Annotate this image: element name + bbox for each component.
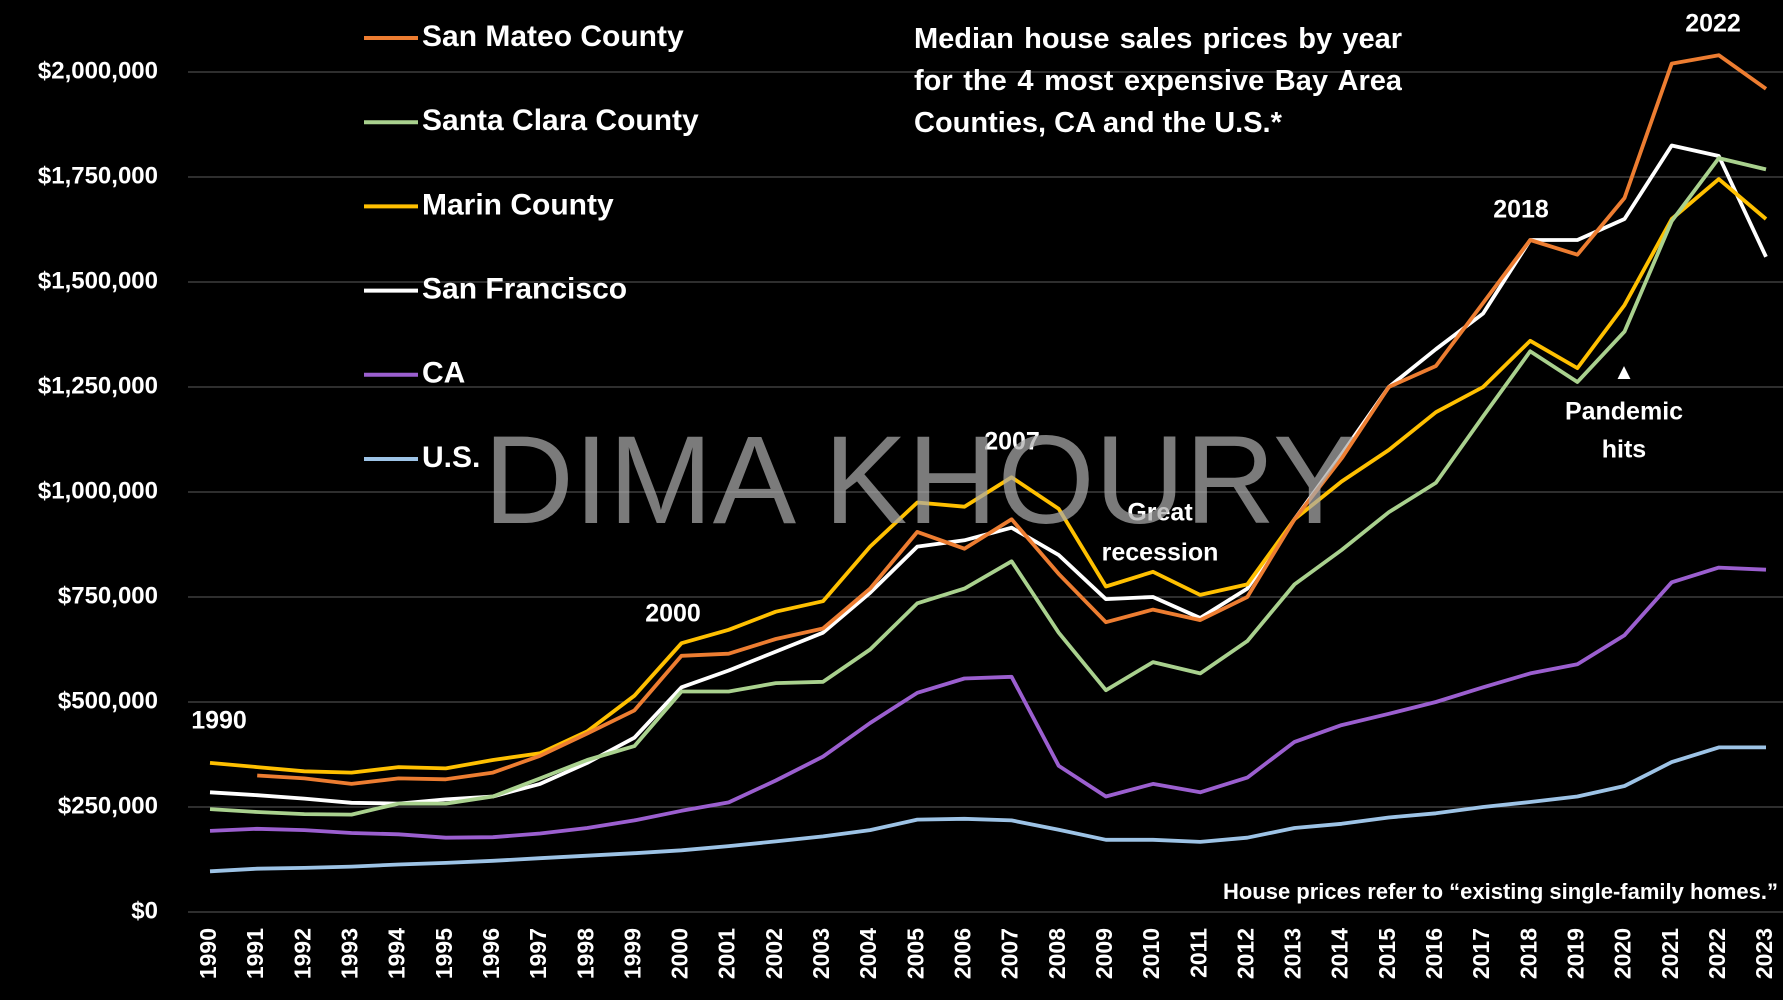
- series-line: [209, 156, 1767, 817]
- x-tick-label: 1990: [195, 928, 221, 979]
- labels: $0 $250,000 $500,000 $750,000 $1,000,000 $1,2…: [38, 10, 1777, 980]
- y-tick-label: $250,000: [58, 792, 158, 819]
- x-tick-label: 2006: [950, 928, 976, 979]
- legend-label: Santa Clara County: [422, 104, 699, 137]
- chart-title: Median house sales prices by year for th…: [914, 23, 1402, 139]
- x-tick-label: 2011: [1185, 928, 1211, 978]
- x-tick-label: 2017: [1468, 928, 1494, 979]
- x-tick-label: 2022: [1704, 928, 1730, 979]
- watermark: DIMA KHOURY: [484, 411, 1357, 550]
- annotation: 2022: [1685, 10, 1741, 38]
- x-tick-label: 2018: [1515, 928, 1541, 979]
- annotation: hits: [1602, 436, 1646, 464]
- x-tick-label: 1995: [431, 928, 457, 979]
- y-tick-label: $1,000,000: [38, 477, 158, 504]
- x-tick-label: 2015: [1374, 928, 1400, 979]
- y-tick-label: $500,000: [58, 687, 158, 714]
- y-tick-label: $750,000: [58, 582, 158, 609]
- annotation: 2018: [1493, 196, 1549, 224]
- legend-label: San Mateo County: [422, 20, 684, 53]
- annotation: ▲: [1613, 359, 1635, 384]
- x-tick-label: 2023: [1751, 928, 1777, 979]
- x-tick-label: 1998: [572, 928, 598, 979]
- x-tick-label: 2010: [1138, 928, 1164, 979]
- x-tick-label: 2020: [1610, 928, 1636, 979]
- y-tick-label: $2,000,000: [38, 57, 158, 84]
- annotation: recession: [1102, 539, 1219, 567]
- x-tick-label: 1996: [478, 928, 504, 979]
- x-tick-label: 2013: [1280, 928, 1306, 979]
- series-line: [257, 53, 1768, 786]
- title-box: Median house sales prices by year for th…: [914, 23, 1402, 139]
- y-tick-label: $0: [131, 897, 158, 924]
- legend-label: U.S.: [422, 441, 480, 474]
- annotation: Great: [1127, 499, 1193, 527]
- x-tick-label: 2014: [1327, 928, 1353, 979]
- series-line: [209, 565, 1767, 840]
- x-tick-label: 1997: [525, 928, 551, 979]
- x-tick-label: 2012: [1232, 928, 1258, 979]
- x-tick-label: 2005: [902, 928, 928, 979]
- footnote: House prices refer to “existing single-f…: [1223, 879, 1778, 904]
- x-tick-label: 2009: [1091, 928, 1117, 979]
- x-tick-label: 1992: [289, 928, 315, 979]
- annotation: 2000: [645, 600, 701, 628]
- x-tick-label: 1999: [619, 928, 645, 979]
- series-line: [209, 177, 1768, 775]
- annotation: Pandemic: [1565, 398, 1683, 426]
- grid: [188, 71, 1783, 913]
- series-line: [209, 745, 1766, 874]
- y-tick-label: $1,500,000: [38, 267, 158, 294]
- x-tick-label: 2007: [997, 928, 1023, 979]
- x-tick-label: 2004: [855, 928, 881, 979]
- x-tick-label: 2019: [1562, 928, 1588, 979]
- y-tick-label: $1,250,000: [38, 372, 158, 399]
- x-tick-label: 2008: [1044, 928, 1070, 979]
- legend-label: Marin County: [422, 188, 614, 221]
- plot-lines: [209, 53, 1768, 874]
- x-tick-label: 2000: [667, 928, 693, 979]
- x-tick-label: 2021: [1657, 928, 1683, 979]
- y-tick-label: $1,750,000: [38, 162, 158, 189]
- x-tick-label: 2003: [808, 928, 834, 979]
- x-tick-label: 1993: [337, 928, 363, 979]
- x-tick-label: 1991: [242, 928, 268, 979]
- x-tick-label: 2001: [714, 928, 740, 979]
- x-tick-label: 2016: [1421, 928, 1447, 979]
- annotation: 2007: [984, 428, 1040, 456]
- x-tick-label: 2002: [761, 928, 787, 979]
- legend-label: CA: [422, 357, 465, 390]
- x-tick-label: 1994: [384, 928, 410, 979]
- legend-label: San Francisco: [422, 273, 627, 306]
- annotation: 1990: [191, 707, 247, 735]
